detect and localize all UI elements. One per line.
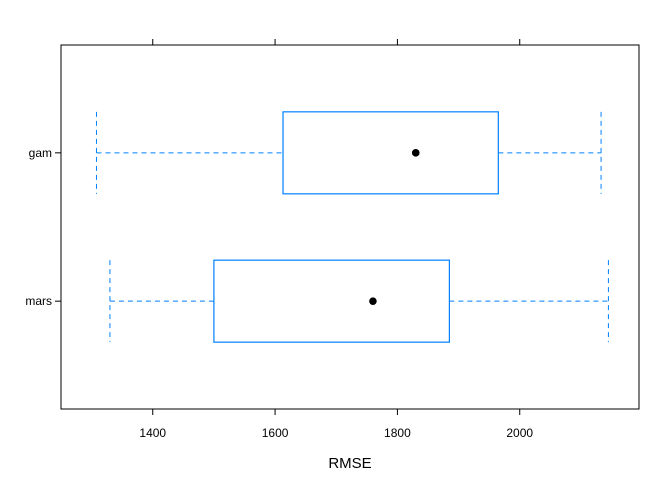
x-tick-label: 2000 bbox=[506, 426, 533, 440]
median-dot bbox=[369, 297, 377, 305]
category-label: gam bbox=[29, 146, 52, 160]
boxes-layer: mars gam bbox=[25, 111, 609, 343]
interquartile-box bbox=[213, 259, 450, 343]
x-tick-label: 1400 bbox=[139, 426, 166, 440]
median-dot bbox=[411, 149, 420, 157]
category-label: mars bbox=[25, 294, 52, 308]
interquartile-box bbox=[282, 111, 499, 195]
box-mars: mars bbox=[25, 259, 609, 343]
x-tick-label: 1800 bbox=[384, 426, 411, 440]
x-tick-label: 1600 bbox=[262, 426, 289, 440]
axis-ticks: 1400 1600 1800 2000 bbox=[139, 39, 533, 440]
plot-frame bbox=[60, 44, 640, 410]
box-gam: gam bbox=[29, 111, 602, 195]
x-axis-label: RMSE bbox=[328, 455, 371, 472]
